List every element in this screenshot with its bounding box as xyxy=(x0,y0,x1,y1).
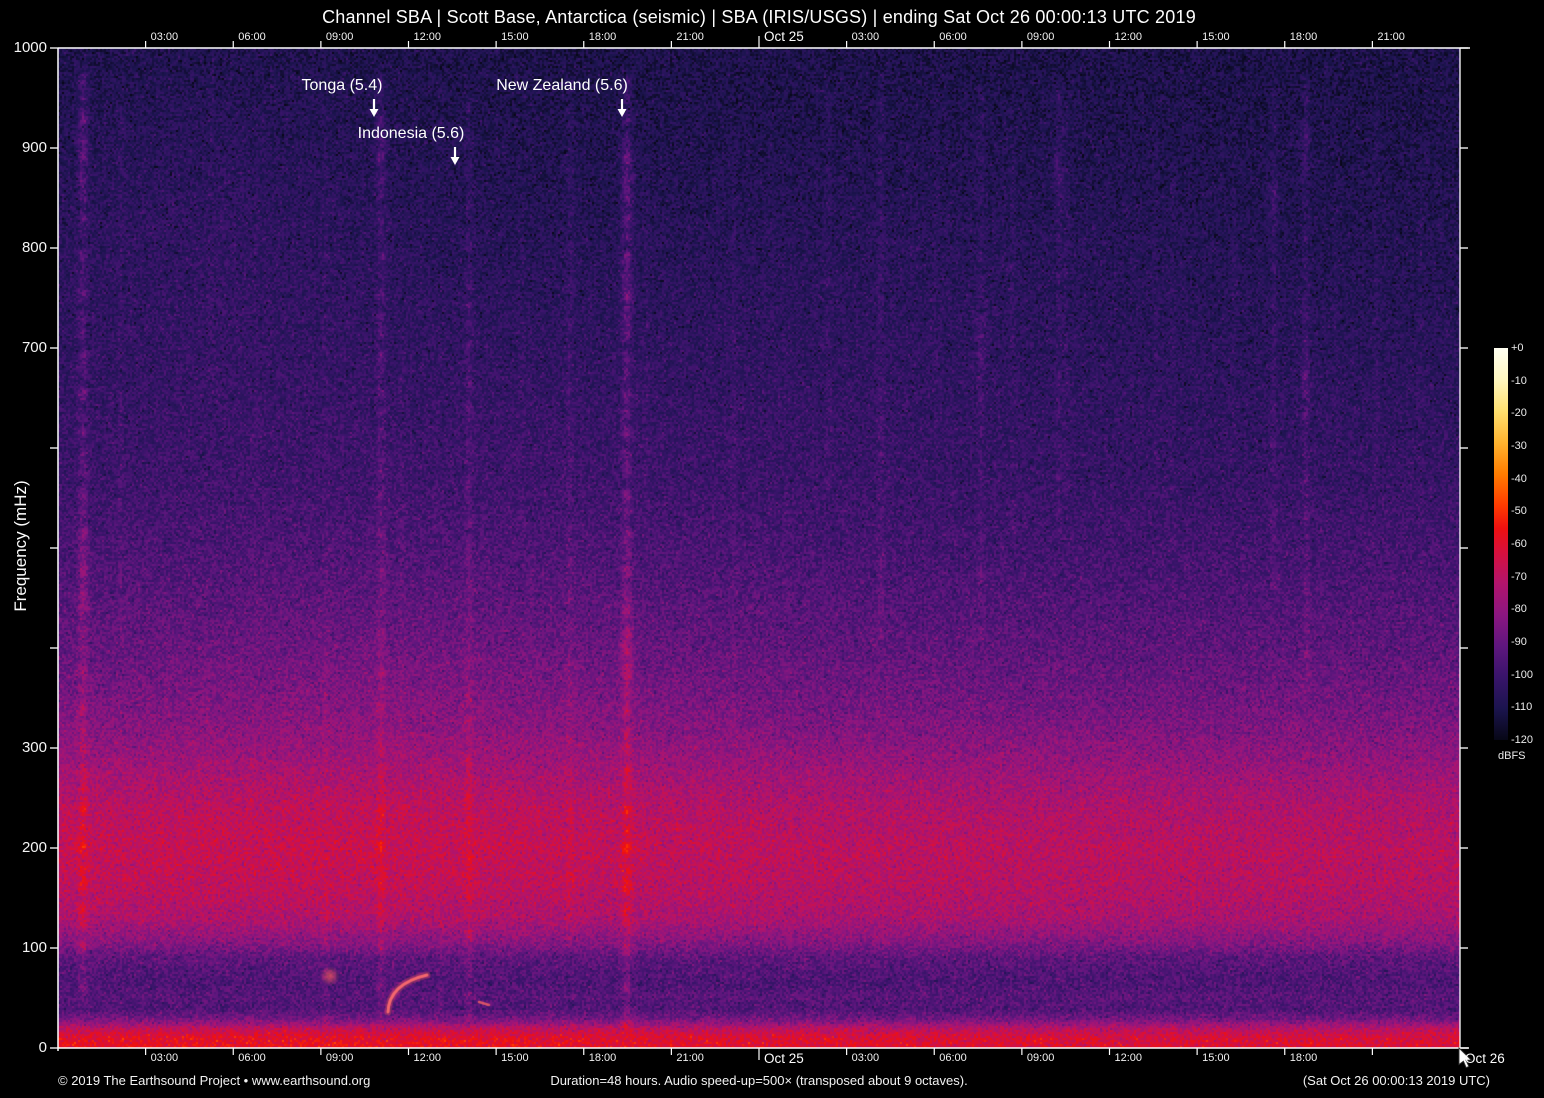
freq-tick-label: 0 xyxy=(5,1039,47,1056)
top-tick-label: 15:00 xyxy=(501,31,529,43)
freq-tick-label: 700 xyxy=(5,339,47,356)
freq-tick-label: 800 xyxy=(5,239,47,256)
bottom-tick-label: Oct 25 xyxy=(764,1051,804,1066)
colorbar-tick-label: -20 xyxy=(1511,407,1527,419)
annotation-new-zealand: New Zealand (5.6) xyxy=(496,77,628,95)
top-tick-label: 06:00 xyxy=(939,31,967,43)
footer-timestamp: (Sat Oct 26 00:00:13 2019 UTC) xyxy=(1303,1073,1490,1088)
footer-duration: Duration=48 hours. Audio speed-up=500× (… xyxy=(58,1073,1460,1088)
bottom-tick-label: 09:00 xyxy=(326,1052,354,1064)
bottom-tick-label: 12:00 xyxy=(414,1052,442,1064)
freq-tick-label: 900 xyxy=(5,139,47,156)
top-tick-label: Oct 25 xyxy=(764,29,804,44)
top-tick-label: 06:00 xyxy=(238,31,266,43)
top-tick-label: 03:00 xyxy=(151,31,179,43)
bottom-tick-label: 15:00 xyxy=(501,1052,529,1064)
colorbar-tick-label: -90 xyxy=(1511,636,1527,648)
colorbar-tick-label: -10 xyxy=(1511,375,1527,387)
annotation-tonga: Tonga (5.4) xyxy=(302,77,383,95)
freq-tick-label: 1000 xyxy=(5,39,47,56)
bottom-tick-label: 03:00 xyxy=(151,1052,179,1064)
top-tick-label: 09:00 xyxy=(1027,31,1055,43)
freq-tick-label: 300 xyxy=(5,739,47,756)
bottom-tick-label: 18:00 xyxy=(1290,1052,1318,1064)
bottom-tick-label: 03:00 xyxy=(852,1052,880,1064)
colorbar-unit-label: dBFS xyxy=(1498,750,1526,762)
colorbar-tick-label: -60 xyxy=(1511,538,1527,550)
colorbar-tick-label: -70 xyxy=(1511,571,1527,583)
colorbar xyxy=(1494,348,1508,740)
top-tick-label: 12:00 xyxy=(414,31,442,43)
top-tick-label: 21:00 xyxy=(1377,31,1405,43)
colorbar-tick-label: -100 xyxy=(1511,669,1533,681)
freq-tick-label: 200 xyxy=(5,839,47,856)
annotation-indonesia: Indonesia (5.6) xyxy=(358,125,465,143)
bottom-tick-label: 12:00 xyxy=(1115,1052,1143,1064)
spectrogram-screenshot: Channel SBA | Scott Base, Antarctica (se… xyxy=(0,0,1544,1098)
top-tick-label: 03:00 xyxy=(852,31,880,43)
freq-tick-label: 100 xyxy=(5,939,47,956)
bottom-tick-label: 21:00 xyxy=(676,1052,704,1064)
colorbar-tick-label: +0 xyxy=(1511,342,1524,354)
top-tick-label: 09:00 xyxy=(326,31,354,43)
bottom-tick-label: 15:00 xyxy=(1202,1052,1230,1064)
chart-title: Channel SBA | Scott Base, Antarctica (se… xyxy=(58,7,1460,28)
colorbar-tick-label: -30 xyxy=(1511,440,1527,452)
top-tick-label: 18:00 xyxy=(589,31,617,43)
bottom-tick-label: 18:00 xyxy=(589,1052,617,1064)
top-tick-label: 21:00 xyxy=(676,31,704,43)
colorbar-tick-label: -110 xyxy=(1511,701,1532,713)
bottom-tick-label: 06:00 xyxy=(238,1052,266,1064)
colorbar-tick-label: -120 xyxy=(1511,734,1533,746)
bottom-tick-label: 09:00 xyxy=(1027,1052,1055,1064)
colorbar-tick-label: -40 xyxy=(1511,473,1527,485)
top-tick-label: 12:00 xyxy=(1115,31,1143,43)
top-tick-label: 18:00 xyxy=(1290,31,1318,43)
bottom-tick-label: Oct 26 xyxy=(1465,1051,1505,1066)
top-tick-label: 15:00 xyxy=(1202,31,1230,43)
colorbar-tick-label: -80 xyxy=(1511,603,1527,615)
spectrogram-canvas xyxy=(58,48,1460,1048)
colorbar-tick-label: -50 xyxy=(1511,505,1527,517)
bottom-tick-label: 06:00 xyxy=(939,1052,967,1064)
y-axis-title: Frequency (mHz) xyxy=(11,480,31,611)
